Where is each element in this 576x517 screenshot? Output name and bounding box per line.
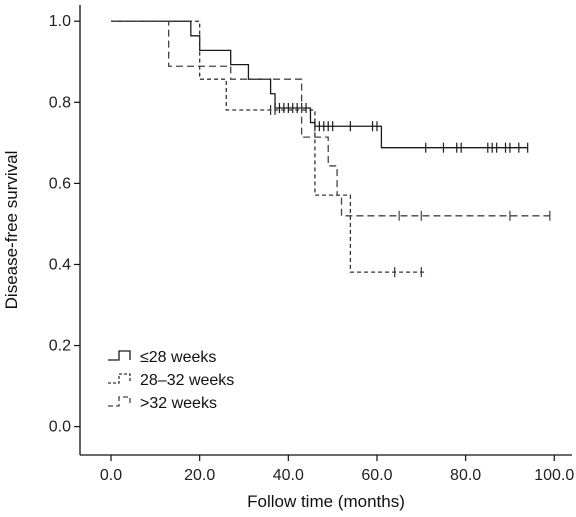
x-tick-label: 20.0 bbox=[184, 467, 215, 484]
y-tick-label: 0.4 bbox=[49, 256, 71, 273]
legend-label: 28–32 weeks bbox=[140, 372, 234, 389]
x-tick-label: 100.0 bbox=[534, 467, 574, 484]
legend-symbol bbox=[108, 350, 131, 361]
x-axis-label: Follow time (months) bbox=[247, 492, 405, 511]
legend: ≤28 weeks 28–32 weeks >32 weeks bbox=[108, 349, 234, 412]
series-layer bbox=[111, 20, 551, 278]
y-tick-label: 0.6 bbox=[49, 175, 71, 192]
x-tick-label: 80.0 bbox=[450, 467, 481, 484]
legend-label: >32 weeks bbox=[140, 395, 217, 412]
series-3-line bbox=[111, 20, 550, 217]
legend-label: ≤28 weeks bbox=[140, 349, 216, 366]
x-tick-label: 40.0 bbox=[273, 467, 304, 484]
series-2 bbox=[111, 20, 426, 278]
series-2-line bbox=[111, 20, 426, 273]
x-tick-label: 0.0 bbox=[100, 467, 122, 484]
legend-symbol bbox=[108, 373, 131, 384]
y-tick-label: 0.0 bbox=[49, 419, 71, 436]
legend-symbol bbox=[108, 396, 131, 407]
x-tick-label: 60.0 bbox=[361, 467, 392, 484]
series-3 bbox=[111, 20, 551, 221]
y-tick-label: 0.2 bbox=[49, 338, 71, 355]
y-tick-label: 1.0 bbox=[49, 13, 71, 30]
y-axis-label: Disease-free survival bbox=[2, 151, 21, 310]
y-tick-label: 0.8 bbox=[49, 94, 71, 111]
axes: 0.0 0.2 0.4 0.6 0.8 1.0 0.0 20.0 40.0 60.0 80.0 100… bbox=[49, 5, 574, 484]
